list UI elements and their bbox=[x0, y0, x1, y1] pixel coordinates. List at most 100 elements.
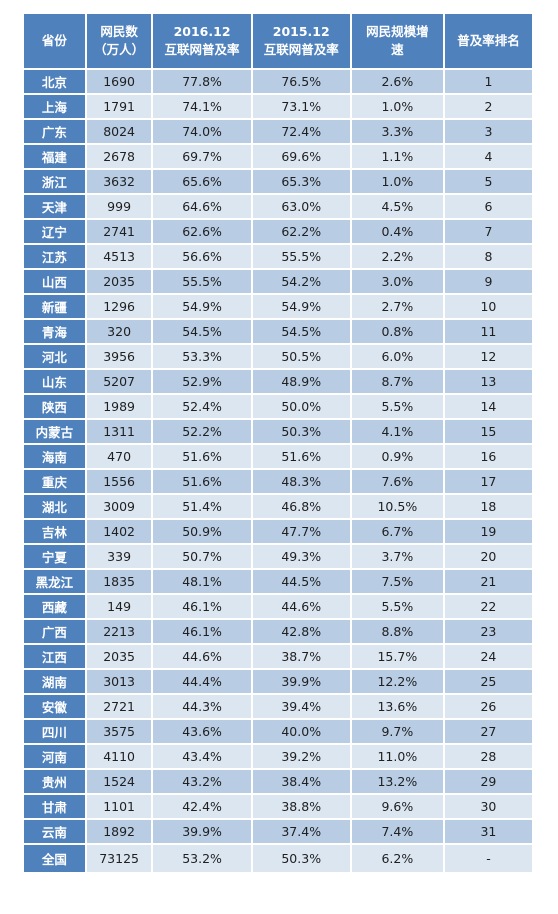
cell-netizens: 1296 bbox=[86, 295, 152, 318]
cell-rank: 31 bbox=[444, 820, 532, 843]
cell-penetration-2015: 50.5% bbox=[252, 345, 350, 368]
cell-penetration-2016: 42.4% bbox=[153, 795, 251, 818]
cell-province: 河南 bbox=[24, 745, 85, 768]
cell-rank: 23 bbox=[444, 620, 532, 643]
table-row: 北京 1690 77.8% 76.5% 2.6% 1 bbox=[24, 70, 532, 93]
cell-penetration-2015: 39.4% bbox=[252, 695, 350, 718]
cell-province: 天津 bbox=[24, 195, 85, 218]
table-row: 江苏 4513 56.6% 55.5% 2.2% 8 bbox=[24, 245, 532, 268]
cell-province: 江苏 bbox=[24, 245, 85, 268]
table-row: 广东 8024 74.0% 72.4% 3.3% 3 bbox=[24, 120, 532, 143]
cell-netizens: 3632 bbox=[86, 170, 152, 193]
table-row: 宁夏 339 50.7% 49.3% 3.7% 20 bbox=[24, 545, 532, 568]
cell-growth-rate: 5.5% bbox=[351, 595, 443, 618]
cell-growth-rate: 7.6% bbox=[351, 470, 443, 493]
table-body: 北京 1690 77.8% 76.5% 2.6% 1 上海 1791 74.1% 73.1% 1.0… bbox=[24, 70, 532, 872]
cell-netizens: 4513 bbox=[86, 245, 152, 268]
cell-netizens: 5207 bbox=[86, 370, 152, 393]
cell-province: 西藏 bbox=[24, 595, 85, 618]
cell-penetration-2015: 69.6% bbox=[252, 145, 350, 168]
cell-netizens: 3013 bbox=[86, 670, 152, 693]
cell-penetration-2015: 40.0% bbox=[252, 720, 350, 743]
cell-penetration-2015: 49.3% bbox=[252, 545, 350, 568]
cell-growth-rate: 13.2% bbox=[351, 770, 443, 793]
cell-rank: 28 bbox=[444, 745, 532, 768]
header-line: 省份 bbox=[41, 33, 67, 48]
cell-rank: 10 bbox=[444, 295, 532, 318]
cell-netizens: 1311 bbox=[86, 420, 152, 443]
cell-growth-rate: 2.6% bbox=[351, 70, 443, 93]
cell-penetration-2015: 46.8% bbox=[252, 495, 350, 518]
cell-growth-rate: 11.0% bbox=[351, 745, 443, 768]
table-row: 西藏 149 46.1% 44.6% 5.5% 22 bbox=[24, 595, 532, 618]
cell-province: 吉林 bbox=[24, 520, 85, 543]
cell-growth-rate: 7.5% bbox=[351, 570, 443, 593]
cell-growth-rate: 0.9% bbox=[351, 445, 443, 468]
header-line: 2016.12 bbox=[173, 24, 231, 39]
cell-penetration-2016: 74.1% bbox=[153, 95, 251, 118]
cell-netizens: 2035 bbox=[86, 645, 152, 668]
cell-penetration-2016: 46.1% bbox=[153, 595, 251, 618]
cell-province: 山东 bbox=[24, 370, 85, 393]
cell-netizens: 1101 bbox=[86, 795, 152, 818]
header-line: 2015.12 bbox=[272, 24, 330, 39]
cell-penetration-2016: 43.2% bbox=[153, 770, 251, 793]
cell-penetration-2016: 53.2% bbox=[153, 845, 251, 872]
table-row: 辽宁 2741 62.6% 62.2% 0.4% 7 bbox=[24, 220, 532, 243]
cell-province: 黑龙江 bbox=[24, 570, 85, 593]
cell-rank: 12 bbox=[444, 345, 532, 368]
cell-province: 辽宁 bbox=[24, 220, 85, 243]
cell-province: 全国 bbox=[24, 845, 85, 872]
total-row: 全国 73125 53.2% 50.3% 6.2% - bbox=[24, 845, 532, 872]
cell-province: 北京 bbox=[24, 70, 85, 93]
cell-penetration-2016: 46.1% bbox=[153, 620, 251, 643]
cell-netizens: 3956 bbox=[86, 345, 152, 368]
cell-rank: 7 bbox=[444, 220, 532, 243]
table-row: 山西 2035 55.5% 54.2% 3.0% 9 bbox=[24, 270, 532, 293]
cell-rank: 16 bbox=[444, 445, 532, 468]
cell-growth-rate: 8.8% bbox=[351, 620, 443, 643]
table-row: 山东 5207 52.9% 48.9% 8.7% 13 bbox=[24, 370, 532, 393]
cell-rank: 4 bbox=[444, 145, 532, 168]
cell-province: 贵州 bbox=[24, 770, 85, 793]
header-line: 网民规模增 bbox=[366, 24, 429, 39]
cell-growth-rate: 2.7% bbox=[351, 295, 443, 318]
cell-penetration-2015: 54.5% bbox=[252, 320, 350, 343]
cell-netizens: 470 bbox=[86, 445, 152, 468]
cell-penetration-2015: 50.0% bbox=[252, 395, 350, 418]
cell-penetration-2016: 65.6% bbox=[153, 170, 251, 193]
cell-netizens: 3575 bbox=[86, 720, 152, 743]
cell-netizens: 1791 bbox=[86, 95, 152, 118]
cell-penetration-2016: 43.4% bbox=[153, 745, 251, 768]
cell-province: 上海 bbox=[24, 95, 85, 118]
internet-penetration-table: 省份 网民数 （万人） 2016.12 互联网普及率 2015.12 互联网普及率 网民规模增… bbox=[22, 12, 534, 874]
cell-growth-rate: 10.5% bbox=[351, 495, 443, 518]
cell-netizens: 1989 bbox=[86, 395, 152, 418]
cell-rank: 11 bbox=[444, 320, 532, 343]
cell-province: 青海 bbox=[24, 320, 85, 343]
cell-rank: - bbox=[444, 845, 532, 872]
cell-penetration-2016: 52.2% bbox=[153, 420, 251, 443]
cell-growth-rate: 6.7% bbox=[351, 520, 443, 543]
cell-penetration-2015: 76.5% bbox=[252, 70, 350, 93]
table-row: 江西 2035 44.6% 38.7% 15.7% 24 bbox=[24, 645, 532, 668]
cell-netizens: 1835 bbox=[86, 570, 152, 593]
cell-netizens: 320 bbox=[86, 320, 152, 343]
cell-rank: 18 bbox=[444, 495, 532, 518]
cell-province: 重庆 bbox=[24, 470, 85, 493]
table-row: 广西 2213 46.1% 42.8% 8.8% 23 bbox=[24, 620, 532, 643]
cell-province: 湖南 bbox=[24, 670, 85, 693]
cell-penetration-2015: 38.4% bbox=[252, 770, 350, 793]
column-header-penetration-2015: 2015.12 互联网普及率 bbox=[252, 14, 350, 68]
cell-penetration-2016: 74.0% bbox=[153, 120, 251, 143]
cell-penetration-2016: 51.4% bbox=[153, 495, 251, 518]
cell-rank: 17 bbox=[444, 470, 532, 493]
cell-penetration-2016: 64.6% bbox=[153, 195, 251, 218]
table-row: 陕西 1989 52.4% 50.0% 5.5% 14 bbox=[24, 395, 532, 418]
cell-penetration-2016: 53.3% bbox=[153, 345, 251, 368]
cell-growth-rate: 0.8% bbox=[351, 320, 443, 343]
cell-growth-rate: 1.1% bbox=[351, 145, 443, 168]
cell-netizens: 1556 bbox=[86, 470, 152, 493]
cell-province: 四川 bbox=[24, 720, 85, 743]
cell-growth-rate: 4.1% bbox=[351, 420, 443, 443]
